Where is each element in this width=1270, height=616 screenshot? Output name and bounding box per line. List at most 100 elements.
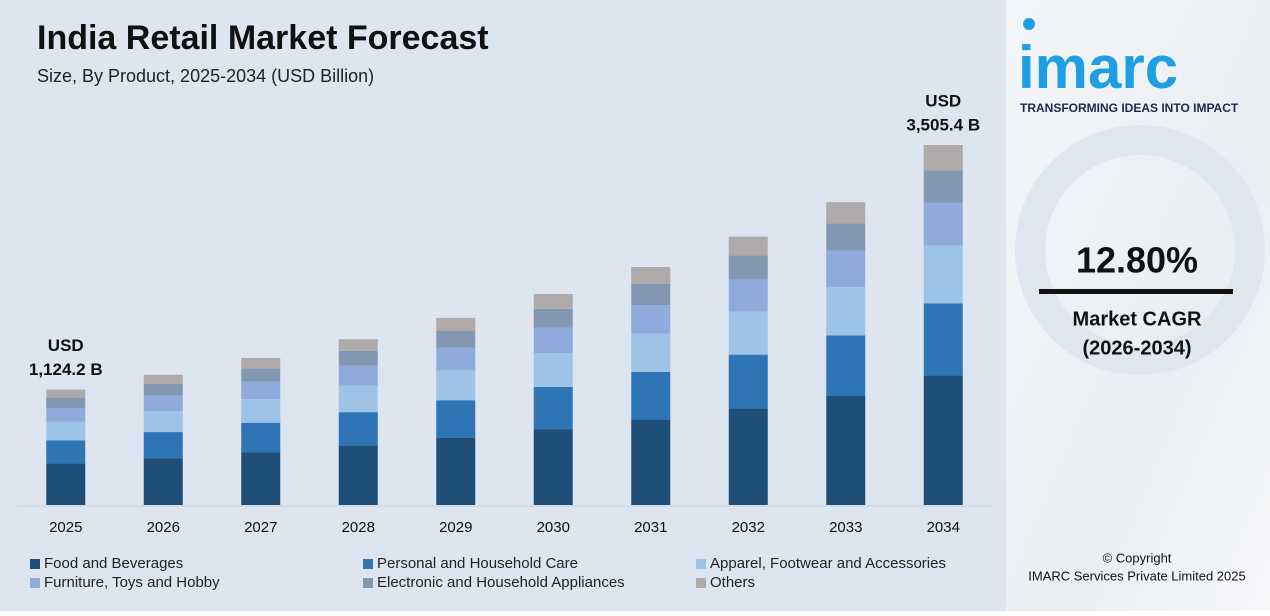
bar-segment <box>923 202 963 246</box>
bar-segment <box>46 397 86 408</box>
bar-segment <box>143 411 183 433</box>
bar-segment <box>436 331 476 348</box>
legend-swatch <box>30 559 40 569</box>
bar-segment <box>533 353 573 387</box>
x-tick-label: 2030 <box>537 519 570 536</box>
cagr-period: (2026-2034) <box>1083 337 1192 359</box>
bar-segment <box>338 385 378 413</box>
copyright-owner: IMARC Services Private Limited 2025 <box>1028 568 1245 583</box>
x-tick-label: 2025 <box>49 519 82 536</box>
total-label: 1,124.2 B <box>29 360 103 379</box>
legend-swatch <box>30 578 40 588</box>
bar-segment <box>46 440 86 464</box>
legend-label: Electronic and Household Appliances <box>377 574 625 591</box>
bar-segment <box>826 202 866 224</box>
logo: imarc <box>1018 34 1178 101</box>
bar-segment <box>631 283 671 306</box>
bar-segment <box>533 386 573 430</box>
bar-segment <box>533 308 573 328</box>
bar-segment <box>241 452 281 505</box>
bar-segment <box>241 381 281 400</box>
bar-segment <box>338 445 378 505</box>
legend-label: Food and Beverages <box>44 555 183 572</box>
bar-segment <box>923 245 963 304</box>
bar-segment <box>46 463 86 505</box>
bar-segment <box>923 170 963 203</box>
bar-segment <box>436 317 476 332</box>
bar-segment <box>143 432 183 459</box>
x-tick-label: 2034 <box>927 519 960 536</box>
bar-segment <box>826 396 866 505</box>
copyright: © Copyright <box>1103 550 1172 565</box>
bar-segment <box>631 267 671 284</box>
bar-segment <box>826 250 866 287</box>
bar-segment <box>436 370 476 401</box>
x-tick-label: 2027 <box>244 519 277 536</box>
bar-segment <box>143 383 183 396</box>
bar-segment <box>826 286 866 336</box>
bar-segment <box>436 400 476 438</box>
bar-segment <box>826 223 866 251</box>
legend-swatch <box>696 578 706 588</box>
bar-segment <box>338 339 378 351</box>
decoration <box>1015 125 1265 375</box>
total-label: USD <box>925 91 961 110</box>
divider <box>1039 289 1233 294</box>
bar-segment <box>338 350 378 366</box>
logo-dot <box>1023 18 1035 30</box>
total-label: USD <box>48 336 84 355</box>
chart-title: India Retail Market Forecast <box>37 19 489 57</box>
bar-segment <box>728 354 768 409</box>
bar-segment <box>241 368 281 382</box>
bar-segment <box>923 145 963 171</box>
bar-segment <box>338 412 378 446</box>
legend-swatch <box>696 559 706 569</box>
bar-segment <box>46 407 86 422</box>
chart-subtitle: Size, By Product, 2025-2034 (USD Billion… <box>37 66 374 86</box>
legend-label: Apparel, Footwear and Accessories <box>710 555 946 572</box>
bar-segment <box>631 419 671 505</box>
x-tick-label: 2028 <box>342 519 375 536</box>
bar-segment <box>631 305 671 334</box>
bar-segment <box>631 371 671 420</box>
tagline: TRANSFORMING IDEAS INTO IMPACT <box>1020 101 1239 115</box>
bar-segment <box>143 395 183 412</box>
bar-segment <box>728 236 768 256</box>
legend-swatch <box>363 578 373 588</box>
legend-label: Personal and Household Care <box>377 555 578 572</box>
x-tick-label: 2033 <box>829 519 862 536</box>
bar-segment <box>143 458 183 505</box>
bar-segment <box>436 347 476 371</box>
bar-segment <box>533 294 573 309</box>
bar-segment <box>826 335 866 397</box>
bar-segment <box>923 303 963 376</box>
bar-segment <box>241 358 281 369</box>
cagr-value: 12.80% <box>1076 240 1198 281</box>
bar-segment <box>728 279 768 312</box>
bar-segment <box>728 408 768 505</box>
legend-label: Others <box>710 574 755 591</box>
bar-segment <box>533 429 573 505</box>
bar-segment <box>728 255 768 280</box>
bar-segment <box>436 437 476 505</box>
x-tick-label: 2031 <box>634 519 667 536</box>
bar-segment <box>241 399 281 423</box>
bar-segment <box>533 327 573 354</box>
x-tick-label: 2032 <box>732 519 765 536</box>
legend-label: Furniture, Toys and Hobby <box>44 574 220 591</box>
x-tick-label: 2029 <box>439 519 472 536</box>
bar-segment <box>143 374 183 384</box>
bar-segment <box>46 389 86 398</box>
bar-segment <box>241 422 281 453</box>
legend-swatch <box>363 559 373 569</box>
cagr-label: Market CAGR <box>1073 308 1202 330</box>
bar-segment <box>338 365 378 386</box>
bar-segment <box>923 375 963 505</box>
x-tick-label: 2026 <box>147 519 180 536</box>
total-label: 3,505.4 B <box>906 115 980 134</box>
bar-segment <box>728 311 768 355</box>
bar-segment <box>631 333 671 372</box>
bar-segment <box>46 421 86 441</box>
